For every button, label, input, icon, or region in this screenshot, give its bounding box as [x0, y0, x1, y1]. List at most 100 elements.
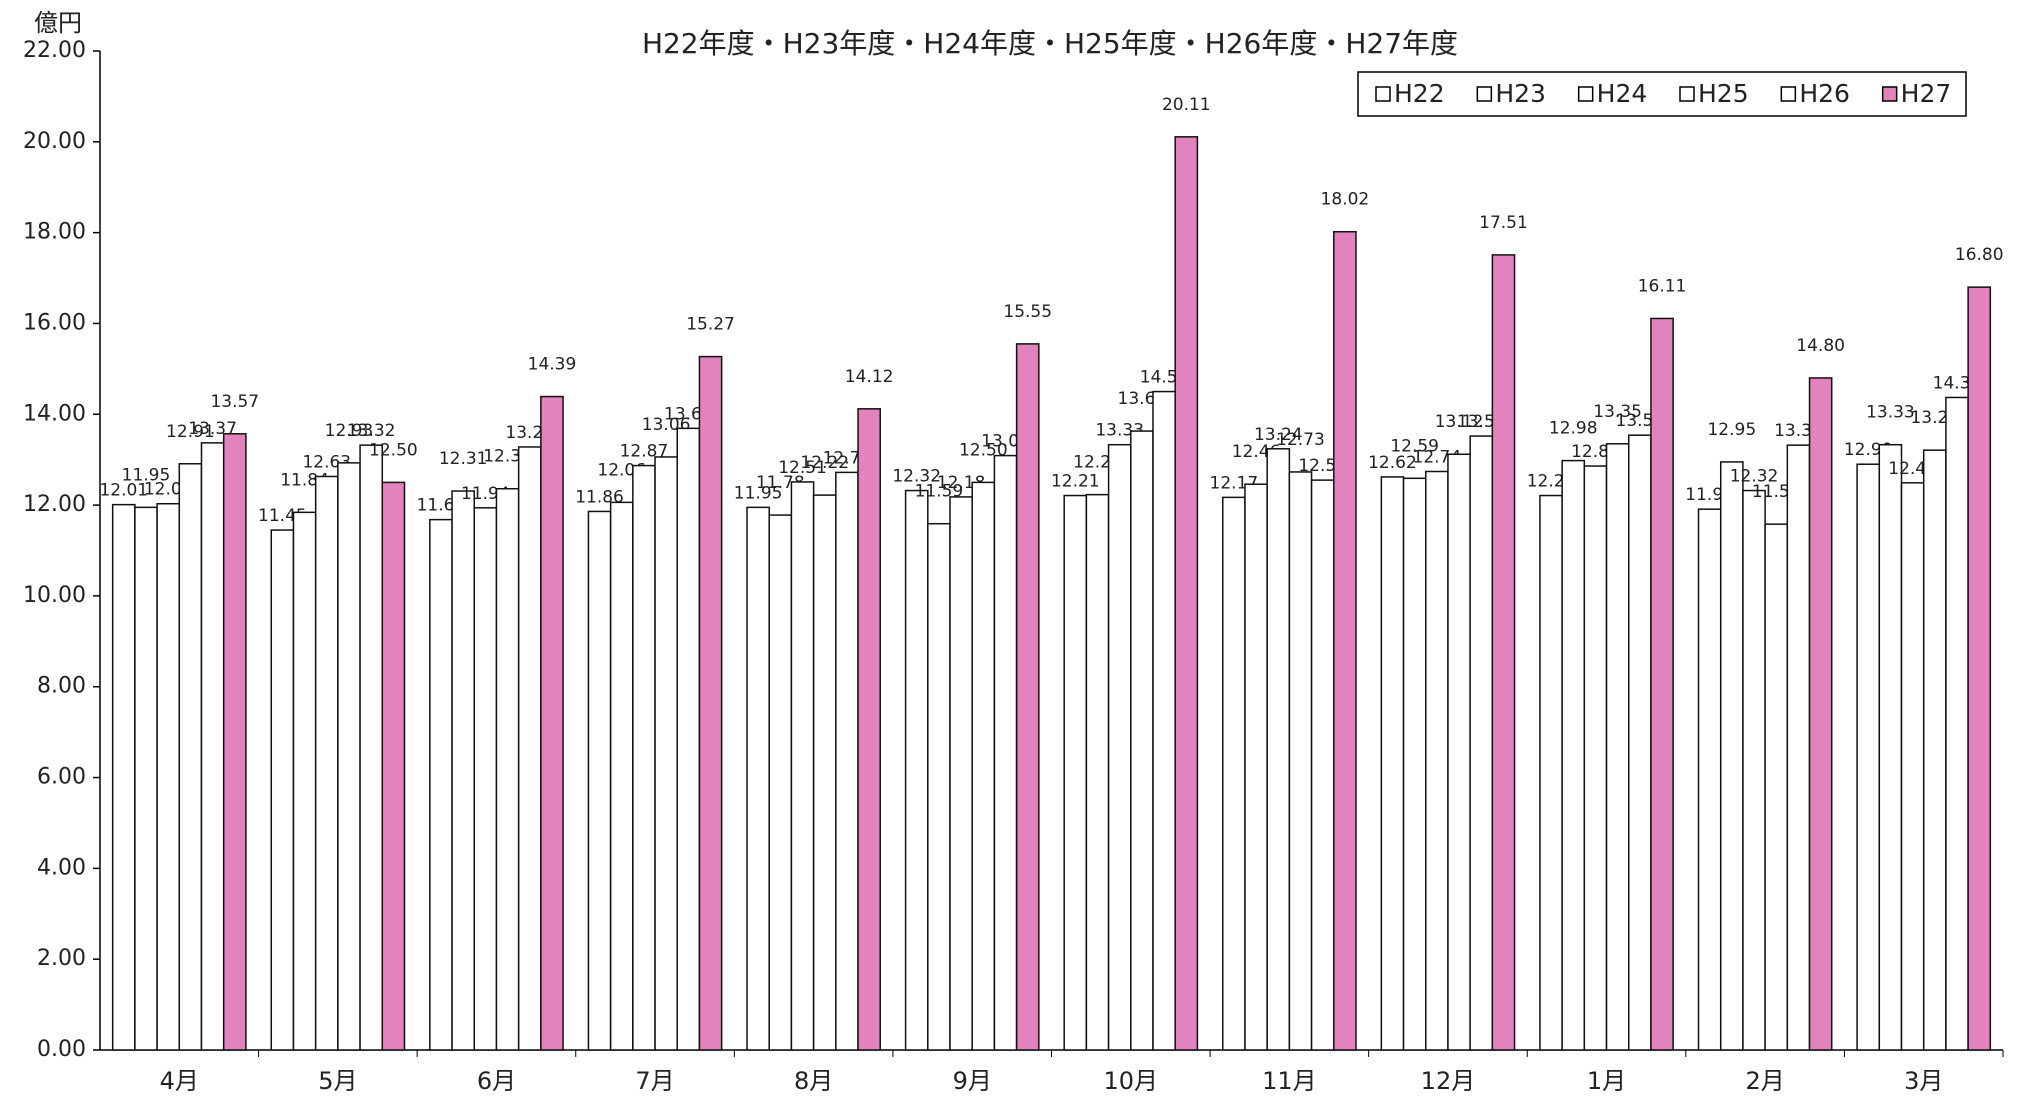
- bar: [451, 490, 476, 1051]
- bar: [768, 514, 793, 1051]
- bar: [473, 507, 498, 1051]
- legend-label: H24: [1597, 79, 1648, 108]
- bar: [1107, 443, 1132, 1051]
- value-label: 13.33: [1866, 403, 1915, 423]
- bar: [540, 395, 564, 1051]
- bar: [1697, 508, 1722, 1051]
- bar: [200, 442, 225, 1051]
- value-label: 20.11: [1162, 95, 1211, 115]
- bar: [292, 511, 317, 1051]
- value-label: 12.95: [1707, 420, 1756, 440]
- value-label: 13.24: [1254, 425, 1303, 445]
- bar: [857, 408, 881, 1051]
- bar: [1447, 453, 1471, 1051]
- bar: [676, 427, 701, 1051]
- bar: [835, 471, 859, 1051]
- value-label: 12.62: [1368, 453, 1417, 473]
- bar: [270, 529, 295, 1051]
- bar: [495, 487, 520, 1051]
- bar: [1900, 482, 1925, 1051]
- bar: [1174, 136, 1199, 1051]
- bar: [1945, 396, 1969, 1051]
- y-tick-label: 6.00: [37, 765, 86, 790]
- bar: [1786, 444, 1811, 1051]
- bar: [790, 481, 815, 1051]
- y-tick-label: 16.00: [23, 310, 86, 335]
- bar: [1380, 476, 1405, 1051]
- legend-swatch: [1375, 86, 1391, 102]
- legend-label: H26: [1799, 79, 1850, 108]
- value-label: 12.01: [99, 481, 148, 501]
- bar: [1583, 465, 1608, 1051]
- bar: [1244, 483, 1268, 1051]
- legend-label: H25: [1698, 79, 1749, 108]
- value-label: 15.27: [686, 315, 735, 335]
- bar: [156, 502, 181, 1051]
- value-label: 18.02: [1321, 190, 1370, 210]
- bar: [1605, 443, 1630, 1051]
- x-tick-label: 2月: [1745, 1067, 1784, 1095]
- legend-label: H23: [1495, 79, 1546, 108]
- bar: [1878, 443, 1903, 1051]
- bar: [1425, 470, 1449, 1051]
- bar: [1719, 461, 1744, 1051]
- bar: [904, 489, 929, 1051]
- bar: [1742, 489, 1766, 1051]
- bar: [1402, 477, 1427, 1051]
- x-tick-label: 4月: [160, 1067, 199, 1095]
- legend-label: H22: [1394, 79, 1445, 108]
- bar: [429, 518, 453, 1051]
- value-label: 14.80: [1796, 336, 1845, 356]
- x-tick-label: 6月: [477, 1067, 516, 1095]
- y-tick-label: 22.00: [23, 38, 86, 63]
- bar: [1764, 523, 1789, 1051]
- bar: [314, 475, 339, 1051]
- value-label: 17.51: [1479, 213, 1528, 233]
- value-label: 11.95: [122, 465, 171, 485]
- bar: [1063, 494, 1088, 1051]
- bar: [1491, 254, 1516, 1051]
- value-label: 12.51: [778, 458, 827, 478]
- bar: [134, 506, 158, 1051]
- bar: [1085, 493, 1110, 1051]
- bar: [993, 454, 1018, 1051]
- x-tick-label: 5月: [318, 1067, 357, 1095]
- y-axis-label: 億円: [34, 9, 82, 37]
- y-tick-label: 2.00: [37, 946, 86, 971]
- bar: [1288, 471, 1313, 1051]
- bar: [1967, 286, 1992, 1051]
- value-label: 11.95: [734, 483, 783, 503]
- value-label: 15.55: [1003, 302, 1052, 322]
- bar: [517, 446, 542, 1051]
- y-tick-label: 0.00: [37, 1037, 86, 1062]
- legend-swatch: [1679, 86, 1695, 102]
- legend-label: H27: [1901, 79, 1952, 108]
- legend-box: [1357, 71, 1967, 117]
- bar: [632, 464, 656, 1051]
- legend-swatch: [1577, 86, 1594, 102]
- value-label: 12.91: [166, 422, 215, 442]
- y-tick-label: 20.00: [23, 129, 86, 154]
- bar: [587, 510, 612, 1051]
- value-label: 12.59: [1390, 436, 1439, 456]
- legend-swatch: [1881, 86, 1898, 102]
- bar: [1222, 496, 1246, 1051]
- value-label: 16.80: [1955, 245, 2004, 265]
- value-label: 14.39: [528, 355, 577, 375]
- value-label: 13.35: [1593, 402, 1642, 422]
- value-label: 12.22: [800, 453, 849, 473]
- x-tick-label: 1月: [1587, 1067, 1626, 1095]
- bar: [1650, 317, 1674, 1051]
- value-label: 13.12: [1435, 412, 1484, 432]
- bar: [1469, 435, 1494, 1051]
- legend-swatch: [1476, 86, 1493, 102]
- value-label: 12.98: [1549, 419, 1598, 439]
- x-tick-label: 7月: [635, 1067, 674, 1095]
- bar: [971, 481, 996, 1051]
- value-label: 12.93: [325, 421, 374, 441]
- bar: [949, 496, 973, 1051]
- bar: [222, 433, 247, 1051]
- bar: [1808, 377, 1833, 1051]
